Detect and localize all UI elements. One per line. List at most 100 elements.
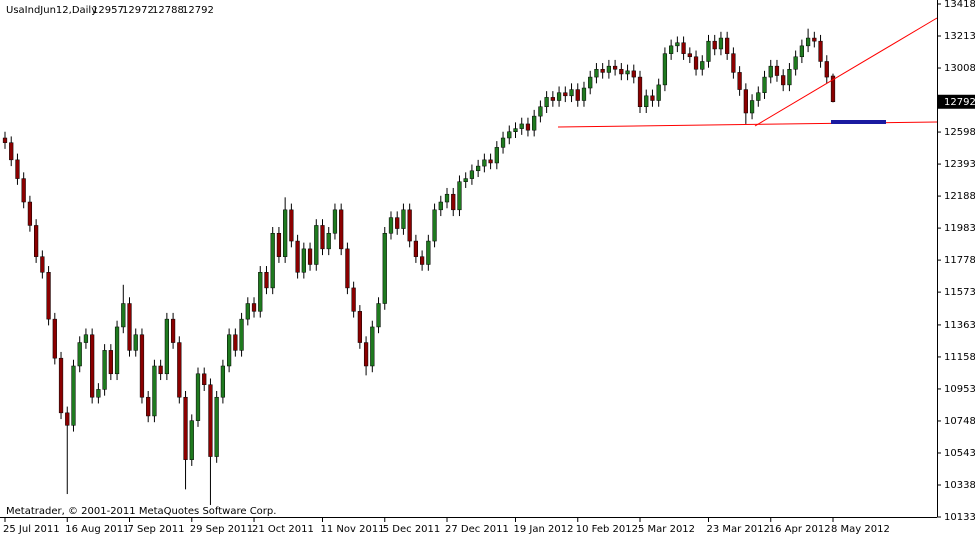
candle-body (83, 334, 89, 343)
candle-body (469, 170, 475, 179)
candle-body (220, 365, 226, 398)
candle-body (264, 272, 269, 289)
candle-body (563, 92, 568, 97)
candle-body (401, 209, 406, 229)
candle-body (482, 159, 487, 167)
candle-body (507, 131, 512, 139)
candle-body (631, 70, 636, 78)
candle-body (152, 365, 157, 417)
x-tick-label: 25 Jul 2011 (3, 524, 60, 535)
candle-body (164, 318, 169, 375)
x-tick-label: 11 Nov 2011 (321, 524, 385, 535)
candle-body (725, 37, 730, 54)
x-tick-label: 7 Sep 2011 (128, 524, 185, 535)
candle-body (675, 42, 680, 47)
candle-body (513, 128, 518, 132)
y-tick-label: 11158 (944, 352, 975, 363)
candle-body (202, 373, 207, 385)
candle-body (532, 115, 537, 131)
candle-body (251, 303, 257, 312)
candle-body (208, 384, 213, 457)
x-tick-label: 23 Mar 2012 (706, 524, 769, 535)
candle-body (102, 350, 107, 390)
candle-body (351, 287, 356, 312)
candle-body (407, 209, 412, 242)
y-tick-label: 12598 (944, 127, 975, 138)
candle-body (625, 70, 630, 75)
candle-body (326, 232, 331, 250)
candle-body (419, 256, 425, 265)
candle-body (65, 412, 70, 426)
candle-body (170, 318, 176, 343)
candle-body (114, 326, 120, 375)
candle-body (693, 56, 699, 70)
candle-body (569, 89, 574, 97)
x-tick-label: 29 Sep 2011 (190, 524, 253, 535)
candle-body (588, 76, 593, 89)
candle-body (58, 357, 64, 414)
x-tick-label: 5 Mar 2012 (638, 524, 695, 535)
candle-body (768, 65, 773, 78)
candle-body (121, 303, 126, 328)
candle-body (183, 396, 188, 460)
candle-body (438, 201, 443, 211)
candle-body (301, 248, 306, 273)
symbol-label: UsaIndJun12,Daily (6, 5, 97, 16)
y-tick-label: 12393 (944, 159, 975, 170)
candle-body (40, 256, 45, 273)
candle-body (793, 56, 798, 70)
candle-body (426, 240, 431, 265)
candle-body (239, 318, 244, 351)
candle-body (538, 106, 543, 117)
candle-body (669, 45, 674, 54)
y-tick-label: 10543 (944, 448, 975, 459)
x-tick-label: 27 Dec 2011 (445, 524, 509, 535)
candle-body (519, 123, 524, 129)
y-tick-label: 11983 (944, 223, 975, 234)
x-tick-label: 10 Feb 2012 (576, 524, 638, 535)
current-price-label: 12792 (944, 97, 975, 108)
candle-body (2, 137, 8, 143)
candle-body (432, 209, 437, 242)
candle-body (762, 76, 767, 93)
candle-body (619, 69, 624, 75)
candle-body (824, 61, 829, 78)
candle-body (108, 350, 113, 375)
candle-body (581, 87, 587, 101)
candle-body (575, 89, 580, 101)
candle-body (189, 420, 194, 460)
candle-body (756, 92, 761, 101)
candle-body (158, 365, 163, 375)
y-tick-label: 11573 (944, 287, 975, 298)
candle-body (320, 225, 325, 250)
target-marker (831, 120, 886, 124)
current-price-box (938, 94, 975, 109)
candle-body (451, 193, 456, 211)
candle-body (395, 217, 400, 229)
candle-body (706, 40, 711, 62)
candle-body (787, 69, 792, 86)
candle-body (500, 137, 506, 148)
candle-body (314, 225, 319, 265)
x-tick-label: 21 Oct 2011 (252, 524, 314, 535)
candle-body (494, 147, 499, 164)
candle-body (525, 123, 531, 131)
x-tick-label: 5 Dec 2011 (383, 524, 441, 535)
candle-body (544, 97, 549, 108)
x-tick-label: 19 Jan 2012 (513, 524, 573, 535)
candle-body (332, 209, 338, 234)
candle-body (139, 334, 145, 398)
candle-body (600, 69, 605, 73)
y-tick-label: 11363 (944, 320, 975, 331)
candle-body (457, 181, 462, 211)
header-high: 12972 (122, 5, 154, 16)
candle-body (96, 389, 101, 398)
candle-body (805, 37, 811, 47)
candle-body (133, 334, 138, 351)
candle-body (612, 65, 618, 70)
candle-body (357, 311, 362, 343)
